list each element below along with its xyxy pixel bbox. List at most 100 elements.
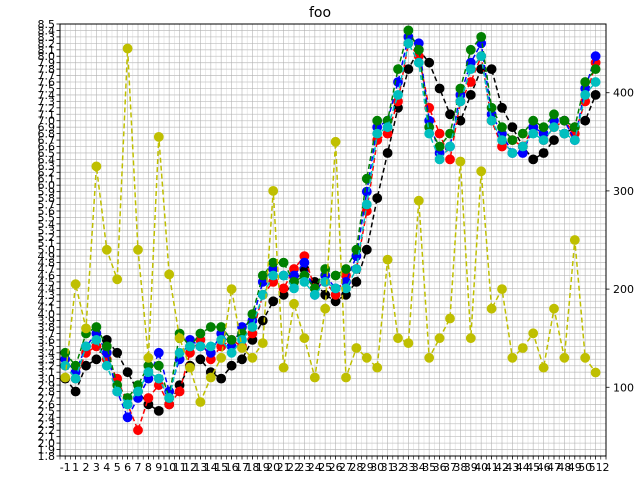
data-point: [413, 57, 424, 68]
left-tick-label: 2.8: [38, 386, 56, 399]
x-tick-label: 15: [214, 461, 228, 474]
left-tick-label: 8.5: [38, 18, 56, 31]
x-tick-label: 2: [83, 461, 90, 474]
x-tick-label: 21: [277, 461, 291, 474]
left-tick-label: 6.2: [38, 166, 56, 179]
x-tick-label: 50: [578, 461, 592, 474]
data-point: [112, 347, 123, 358]
x-tick-label: 7: [135, 461, 142, 474]
data-point: [517, 141, 528, 152]
data-point: [528, 154, 539, 165]
data-point: [237, 354, 247, 365]
data-point: [455, 156, 466, 167]
data-point: [268, 185, 279, 196]
data-point: [320, 303, 331, 314]
data-point: [507, 122, 518, 133]
left-tick-label: 4.9: [38, 250, 56, 263]
x-tick-label: 20: [266, 461, 280, 474]
data-point: [465, 90, 476, 100]
data-point: [185, 362, 195, 373]
left-tick-label: 7.3: [38, 95, 56, 108]
data-point: [590, 64, 601, 74]
left-tick-label: 8.1: [38, 44, 56, 57]
data-point: [133, 244, 143, 255]
left-tick-label: 2.0: [38, 437, 56, 450]
x-tick-label: 3: [93, 461, 100, 474]
data-point: [341, 264, 351, 274]
x-tick-label: 29: [360, 461, 374, 474]
x-tick-label: 43: [505, 461, 519, 474]
data-point: [122, 412, 133, 423]
x-tick-label: 10: [162, 461, 176, 474]
data-point: [465, 77, 476, 87]
data-point: [257, 315, 268, 326]
right-tick-label: 400: [613, 87, 634, 100]
data-point: [205, 372, 216, 383]
data-point: [205, 322, 216, 332]
left-tick-label: 8.0: [38, 50, 56, 63]
data-point: [507, 135, 518, 146]
data-point: [341, 372, 351, 383]
data-point: [81, 341, 91, 352]
left-tick-label: 5.2: [38, 231, 56, 244]
data-point: [195, 341, 206, 352]
data-point: [382, 254, 393, 265]
left-tick-label: 4.6: [38, 269, 56, 282]
left-tick-label: 7.6: [38, 76, 56, 89]
data-point: [278, 362, 289, 373]
data-point: [393, 333, 403, 344]
data-point: [91, 354, 102, 365]
data-point: [226, 347, 237, 358]
data-point: [289, 283, 299, 294]
left-y-axis: 1.81.92.02.12.22.32.42.52.62.72.82.93.03…: [38, 18, 60, 463]
x-tick-label: 39: [464, 461, 478, 474]
left-tick-label: 6.0: [38, 179, 56, 192]
left-tick-label: 3.7: [38, 327, 56, 340]
x-tick-label: 2: [603, 461, 610, 474]
data-point: [497, 122, 507, 133]
data-point: [122, 43, 133, 54]
data-point: [268, 257, 279, 268]
data-point: [70, 386, 81, 397]
plot-frame: [59, 23, 607, 457]
data-point: [465, 64, 476, 74]
x-tick-label: 18: [245, 461, 259, 474]
left-tick-label: 3.1: [38, 366, 56, 379]
data-point: [434, 154, 445, 165]
data-point: [330, 270, 341, 281]
data-point: [91, 322, 102, 332]
data-point: [195, 397, 206, 407]
x-tick-label: 46: [537, 461, 551, 474]
right-y-axis: 100 200 300 400: [606, 87, 634, 394]
data-point: [528, 128, 539, 139]
data-point: [278, 270, 289, 281]
data-point: [403, 38, 414, 49]
data-point: [268, 270, 279, 281]
left-tick-label: 5.0: [38, 244, 56, 257]
data-point: [538, 135, 549, 146]
x-tick-label: 36: [433, 461, 447, 474]
data-point: [70, 373, 81, 384]
left-tick-label: 2.4: [38, 411, 56, 424]
data-point: [268, 296, 279, 307]
data-point: [226, 360, 237, 371]
left-tick-label: 2.6: [38, 398, 56, 411]
data-point: [549, 122, 559, 133]
data-point: [361, 352, 372, 363]
x-tick-label: 28: [349, 461, 363, 474]
data-point: [403, 25, 414, 36]
data-point: [497, 102, 507, 113]
data-point: [590, 77, 601, 87]
data-point: [569, 235, 580, 245]
data-point: [70, 279, 81, 290]
data-point: [372, 115, 383, 126]
left-tick-label: 2.9: [38, 379, 56, 392]
data-point: [538, 362, 549, 373]
data-point: [445, 109, 455, 120]
data-point: [81, 323, 91, 334]
data-point: [237, 334, 247, 345]
series-line: [64, 41, 597, 406]
left-tick-label: 2.7: [38, 392, 56, 405]
x-tick-label: 49: [568, 461, 582, 474]
data-point: [164, 393, 175, 403]
